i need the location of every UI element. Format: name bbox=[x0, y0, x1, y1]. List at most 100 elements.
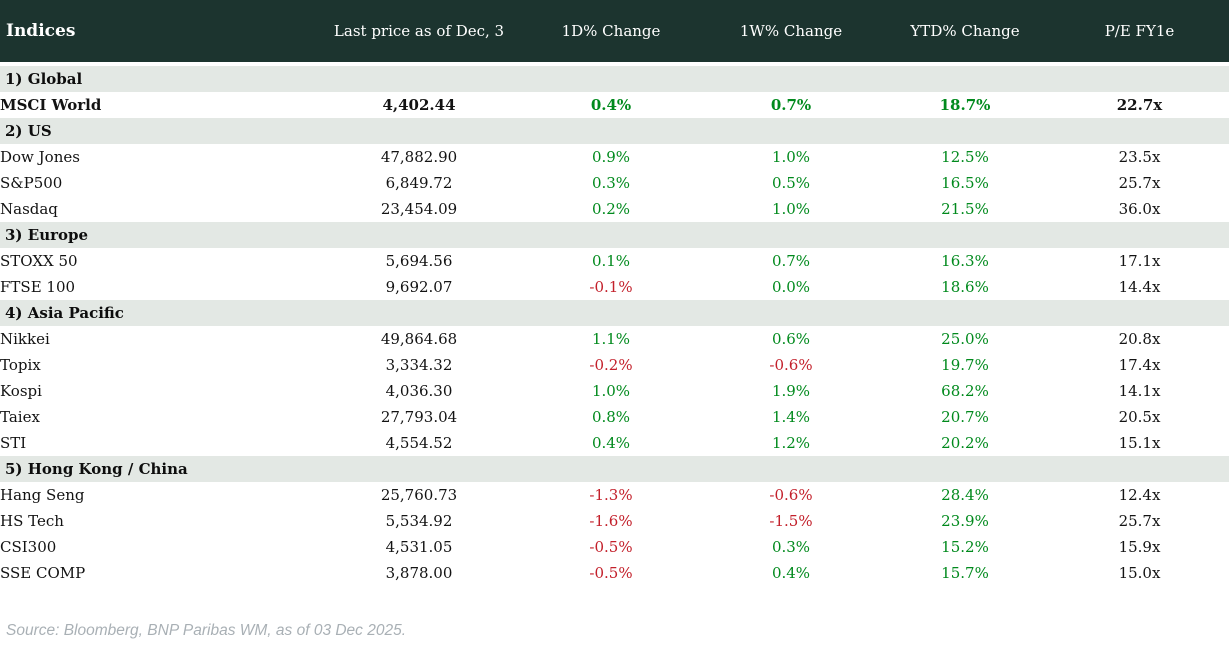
index-name: Nikkei bbox=[0, 330, 50, 348]
change-1w: -0.6% bbox=[769, 486, 813, 504]
change-1d: 1.0% bbox=[591, 382, 631, 400]
change-1d: -0.2% bbox=[589, 356, 633, 374]
change-1d: -0.5% bbox=[589, 564, 633, 582]
index-name: Taiex bbox=[0, 408, 40, 426]
index-name: CSI300 bbox=[0, 538, 57, 556]
change-ytd: 18.6% bbox=[941, 278, 989, 296]
pe-ratio: 17.4x bbox=[1118, 356, 1161, 374]
change-1w: 0.3% bbox=[771, 538, 811, 556]
index-row: S&P500 6,849.72 0.3% 0.5% 16.5% 25.7x bbox=[0, 170, 1229, 196]
index-name: Hang Seng bbox=[0, 486, 85, 504]
index-name: Topix bbox=[0, 356, 41, 374]
change-1w: -1.5% bbox=[769, 512, 813, 530]
change-ytd: 15.7% bbox=[941, 564, 989, 582]
index-name: STI bbox=[0, 434, 27, 452]
index-row: Hang Seng 25,760.73 -1.3% -0.6% 28.4% 12.4x bbox=[0, 482, 1229, 508]
change-1d: 0.4% bbox=[591, 434, 631, 452]
indices-table-body: 1) Global MSCI World 4,402.44 0.4% 0.7% 18.7%… bbox=[0, 64, 1229, 586]
change-1d: 0.3% bbox=[591, 174, 631, 192]
index-name: S&P500 bbox=[0, 174, 63, 192]
index-row: FTSE 100 9,692.07 -0.1% 0.0% 18.6% 14.4x bbox=[0, 274, 1229, 300]
pe-ratio: 14.1x bbox=[1118, 382, 1161, 400]
change-ytd: 12.5% bbox=[941, 148, 989, 166]
pe-ratio: 20.5x bbox=[1118, 408, 1161, 426]
column-header-ytd-change: YTD% Change bbox=[880, 0, 1050, 66]
pe-ratio: 12.4x bbox=[1118, 486, 1161, 504]
index-row: Taiex 27,793.04 0.8% 1.4% 20.7% 20.5x bbox=[0, 404, 1229, 430]
last-price: 3,334.32 bbox=[385, 356, 453, 374]
change-ytd: 18.7% bbox=[939, 96, 991, 114]
change-ytd: 19.7% bbox=[941, 356, 989, 374]
table-header: Indices Last price as of Dec, 3 1D% Chan… bbox=[0, 0, 1229, 66]
last-price: 9,692.07 bbox=[385, 278, 453, 296]
pe-ratio: 23.5x bbox=[1118, 148, 1161, 166]
section-label: 1) Global bbox=[0, 64, 1229, 92]
section-row: 3) Europe bbox=[0, 222, 1229, 248]
change-ytd: 21.5% bbox=[941, 200, 989, 218]
column-header-1w-change: 1W% Change bbox=[702, 0, 880, 66]
index-row: Kospi 4,036.30 1.0% 1.9% 68.2% 14.1x bbox=[0, 378, 1229, 404]
pe-ratio: 36.0x bbox=[1118, 200, 1161, 218]
change-ytd: 20.7% bbox=[941, 408, 989, 426]
section-row: 2) US bbox=[0, 118, 1229, 144]
change-1w: 0.0% bbox=[771, 278, 811, 296]
last-price: 4,531.05 bbox=[385, 538, 453, 556]
table-title: Indices bbox=[0, 0, 318, 66]
change-ytd: 25.0% bbox=[941, 330, 989, 348]
pe-ratio: 25.7x bbox=[1118, 174, 1161, 192]
index-row: MSCI World 4,402.44 0.4% 0.7% 18.7% 22.7x bbox=[0, 92, 1229, 118]
index-row: HS Tech 5,534.92 -1.6% -1.5% 23.9% 25.7x bbox=[0, 508, 1229, 534]
index-row: Dow Jones 47,882.90 0.9% 1.0% 12.5% 23.5x bbox=[0, 144, 1229, 170]
pe-ratio: 15.1x bbox=[1118, 434, 1161, 452]
change-1d: 0.1% bbox=[591, 252, 631, 270]
section-label: 4) Asia Pacific bbox=[0, 300, 1229, 326]
last-price: 27,793.04 bbox=[380, 408, 458, 426]
index-row: STI 4,554.52 0.4% 1.2% 20.2% 15.1x bbox=[0, 430, 1229, 456]
section-row: 1) Global bbox=[0, 64, 1229, 92]
column-header-1d-change: 1D% Change bbox=[520, 0, 702, 66]
change-1d: -0.1% bbox=[589, 278, 633, 296]
index-name: MSCI World bbox=[0, 96, 102, 114]
pe-ratio: 14.4x bbox=[1118, 278, 1161, 296]
change-1d: 0.8% bbox=[591, 408, 631, 426]
change-1w: 1.9% bbox=[771, 382, 811, 400]
index-row: Nikkei 49,864.68 1.1% 0.6% 25.0% 20.8x bbox=[0, 326, 1229, 352]
last-price: 4,554.52 bbox=[385, 434, 453, 452]
change-1d: -1.6% bbox=[589, 512, 633, 530]
index-name: FTSE 100 bbox=[0, 278, 76, 296]
section-label: 2) US bbox=[0, 118, 1229, 144]
section-row: 4) Asia Pacific bbox=[0, 300, 1229, 326]
header-row: Indices Last price as of Dec, 3 1D% Chan… bbox=[0, 0, 1229, 66]
last-price: 6,849.72 bbox=[385, 174, 453, 192]
section-label: 3) Europe bbox=[0, 222, 1229, 248]
index-name: STOXX 50 bbox=[0, 252, 78, 270]
change-ytd: 20.2% bbox=[941, 434, 989, 452]
change-1d: -1.3% bbox=[589, 486, 633, 504]
change-ytd: 23.9% bbox=[941, 512, 989, 530]
pe-ratio: 25.7x bbox=[1118, 512, 1161, 530]
pe-ratio: 15.9x bbox=[1118, 538, 1161, 556]
change-ytd: 68.2% bbox=[941, 382, 989, 400]
change-1d: -0.5% bbox=[589, 538, 633, 556]
last-price: 47,882.90 bbox=[380, 148, 458, 166]
change-1w: 1.2% bbox=[771, 434, 811, 452]
index-row: STOXX 50 5,694.56 0.1% 0.7% 16.3% 17.1x bbox=[0, 248, 1229, 274]
pe-ratio: 17.1x bbox=[1118, 252, 1161, 270]
change-ytd: 28.4% bbox=[941, 486, 989, 504]
last-price: 25,760.73 bbox=[380, 486, 458, 504]
last-price: 23,454.09 bbox=[380, 200, 458, 218]
section-row: 5) Hong Kong / China bbox=[0, 456, 1229, 482]
change-1w: 1.0% bbox=[771, 148, 811, 166]
index-name: SSE COMP bbox=[0, 564, 86, 582]
change-1w: -0.6% bbox=[769, 356, 813, 374]
column-header-pe: P/E FY1e bbox=[1050, 0, 1229, 66]
pe-ratio: 22.7x bbox=[1116, 96, 1163, 114]
change-1w: 1.4% bbox=[771, 408, 811, 426]
index-name: Dow Jones bbox=[0, 148, 80, 166]
change-1d: 0.9% bbox=[591, 148, 631, 166]
index-name: HS Tech bbox=[0, 512, 64, 530]
change-1w: 0.7% bbox=[771, 252, 811, 270]
last-price: 5,694.56 bbox=[385, 252, 453, 270]
pe-ratio: 15.0x bbox=[1118, 564, 1161, 582]
